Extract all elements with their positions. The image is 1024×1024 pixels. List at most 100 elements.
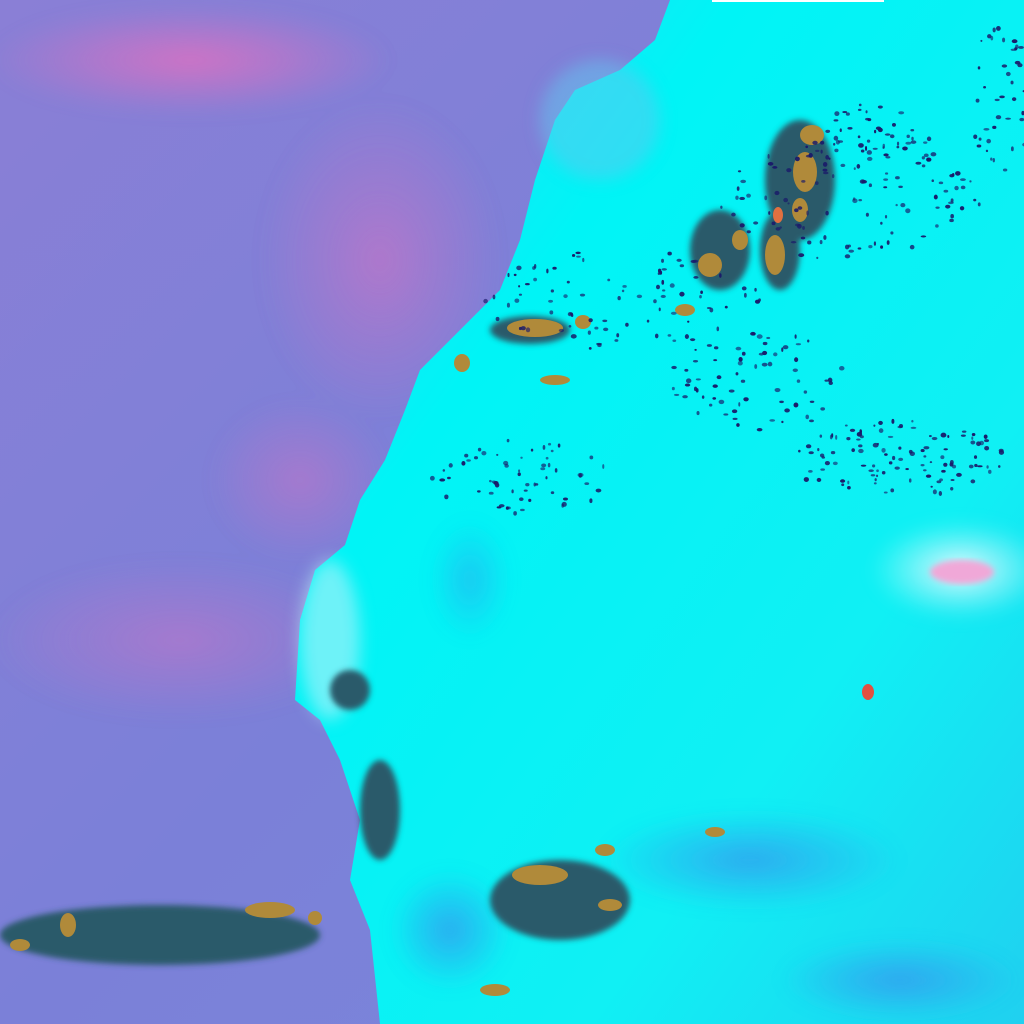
speck	[794, 208, 799, 213]
speck	[676, 258, 682, 262]
speck	[602, 464, 605, 469]
speck	[929, 461, 933, 464]
speck	[834, 148, 839, 153]
speck	[984, 446, 990, 451]
speck	[983, 434, 988, 439]
speck	[820, 407, 826, 411]
speck	[661, 268, 667, 271]
speck	[956, 472, 962, 477]
speck	[990, 157, 993, 161]
speck	[731, 409, 738, 414]
speck	[740, 379, 746, 383]
speck	[670, 311, 677, 315]
speck	[719, 273, 722, 278]
speck	[970, 440, 976, 445]
speck	[706, 344, 712, 347]
speck	[621, 289, 625, 293]
speck	[496, 453, 499, 456]
speck	[880, 221, 883, 225]
speck	[784, 408, 790, 413]
speck	[713, 359, 718, 362]
speck	[935, 206, 940, 209]
speck	[875, 126, 882, 130]
speck	[926, 136, 932, 142]
speck	[737, 170, 742, 173]
speck	[658, 307, 661, 312]
speck	[985, 149, 989, 153]
speck	[557, 443, 561, 448]
speck	[582, 257, 585, 263]
pink-haze	[0, 5, 500, 720]
speck	[567, 311, 573, 317]
speck	[895, 176, 900, 180]
speck	[898, 423, 904, 428]
speck	[881, 447, 886, 453]
speck	[579, 293, 586, 297]
speck	[709, 307, 714, 313]
speck	[921, 164, 926, 168]
speck	[809, 419, 814, 423]
speck	[923, 446, 930, 450]
speck	[881, 471, 886, 475]
speck	[661, 258, 664, 263]
speck	[491, 480, 497, 484]
speck	[518, 469, 521, 473]
speck	[828, 381, 833, 386]
speck	[973, 198, 977, 202]
speck	[786, 168, 792, 173]
speck	[712, 384, 718, 388]
speck	[550, 491, 555, 495]
hot-spot	[930, 560, 994, 584]
speck	[764, 195, 768, 201]
speck	[878, 428, 884, 433]
speck	[735, 346, 742, 351]
speck	[923, 455, 927, 458]
speck	[603, 327, 609, 332]
speck	[1018, 45, 1024, 49]
speck	[746, 193, 751, 198]
speck	[731, 212, 736, 217]
speck	[756, 427, 763, 432]
speck	[839, 479, 846, 483]
speck	[926, 157, 930, 162]
speck	[984, 439, 990, 443]
speck	[687, 320, 690, 323]
speck	[656, 284, 660, 290]
speck	[507, 272, 510, 278]
speck	[867, 118, 872, 122]
speck	[743, 397, 749, 402]
speck	[832, 461, 838, 466]
speck	[723, 413, 729, 416]
speck	[812, 140, 818, 145]
speck	[822, 161, 828, 167]
speck	[506, 438, 510, 443]
speck	[796, 379, 801, 383]
speck	[571, 253, 576, 257]
speck	[860, 464, 867, 467]
speck	[865, 110, 868, 114]
speck	[801, 180, 806, 183]
speck	[911, 136, 914, 141]
speck	[835, 139, 840, 145]
speck	[945, 204, 951, 209]
speck	[833, 135, 839, 141]
speck	[831, 174, 835, 179]
speck	[961, 430, 967, 433]
speck	[868, 245, 873, 249]
speck	[576, 255, 581, 258]
speck	[570, 334, 577, 339]
speck	[955, 171, 961, 176]
speck	[925, 474, 932, 478]
dark-specks	[429, 26, 1024, 516]
speck	[672, 339, 677, 343]
speck	[833, 142, 836, 146]
speck	[477, 447, 482, 452]
speck	[494, 482, 500, 488]
speck	[483, 298, 488, 304]
speck	[815, 149, 820, 153]
speck	[938, 181, 944, 185]
speck	[773, 352, 778, 357]
speck	[823, 235, 827, 240]
speck	[662, 289, 666, 292]
speck	[876, 469, 879, 473]
